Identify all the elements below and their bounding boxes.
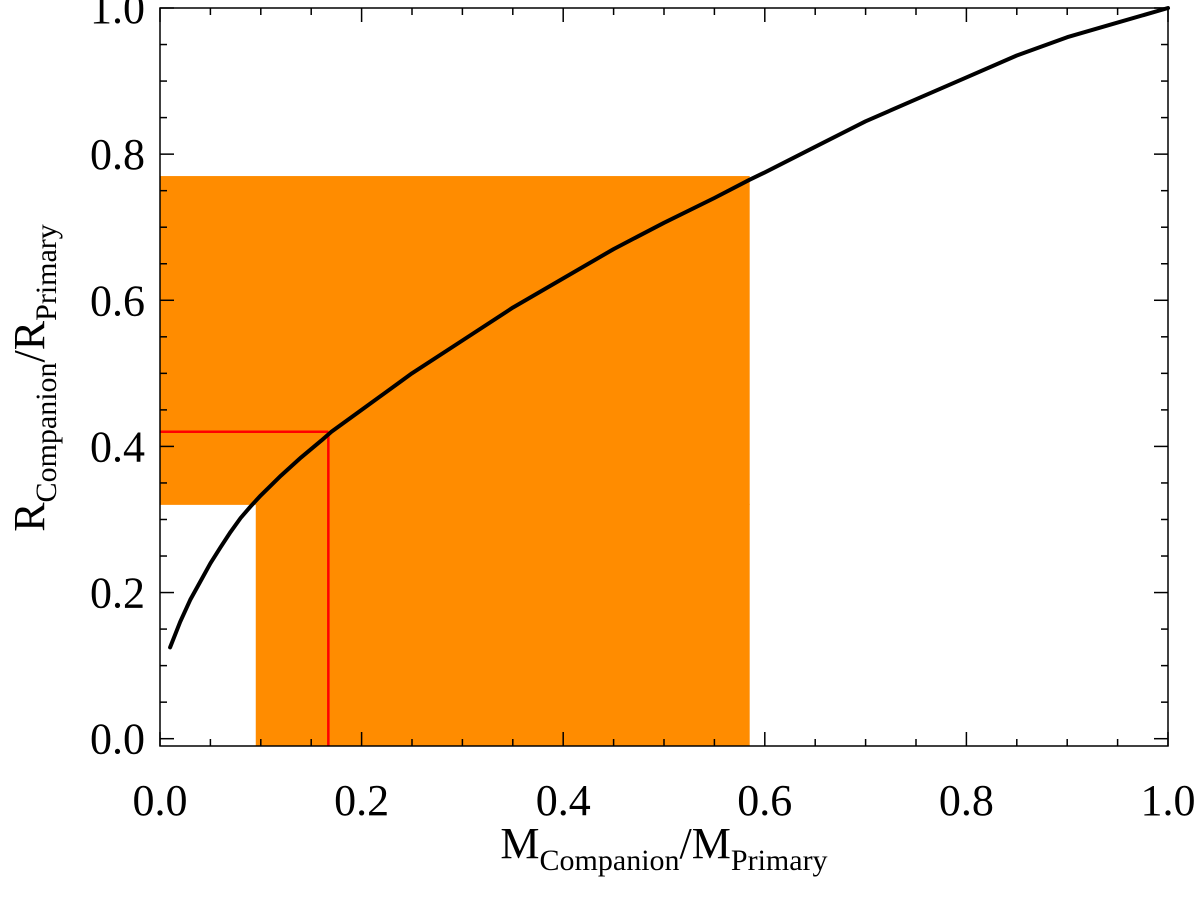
x-tick-label: 0.0 — [133, 776, 188, 825]
x-tick-label: 0.2 — [334, 776, 389, 825]
tick-marks — [159, 7, 1169, 746]
shaded-region — [160, 176, 750, 746]
y-tick-label: 0.2 — [90, 569, 145, 618]
tick-labels: 0.0 0.2 0.4 0.6 0.8 1.0 0.0 0.2 0.4 0.6 0.8 1.0 — [90, 0, 1196, 825]
y-tick-label: 1.0 — [90, 0, 145, 33]
x-tick-label: 1.0 — [1141, 776, 1196, 825]
x-tick-label: 0.6 — [737, 776, 792, 825]
series-line-0 — [168, 6, 1170, 650]
reference-lines — [160, 430, 330, 746]
x-tick-label: 0.8 — [939, 776, 994, 825]
y-tick-label: 0.0 — [90, 715, 145, 764]
y-tick-label: 0.4 — [90, 422, 145, 471]
y-tick-label: 0.8 — [90, 130, 145, 179]
x-tick-label: 0.4 — [536, 776, 591, 825]
y-tick-label: 0.6 — [90, 276, 145, 325]
y-axis-label: RCompanion/RPrimary — [5, 224, 63, 532]
x-axis-label: MCompanion/MPrimary — [500, 819, 827, 877]
series-group — [168, 6, 1170, 650]
shaded-x-band — [255, 503, 750, 746]
